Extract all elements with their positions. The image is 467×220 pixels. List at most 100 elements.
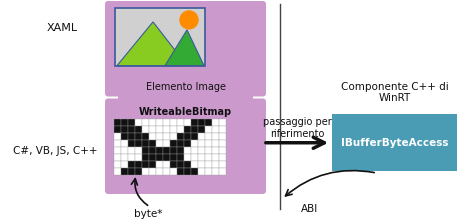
Bar (149, 126, 156, 133)
Bar (205, 154, 212, 161)
Bar (212, 147, 219, 154)
Bar (128, 140, 134, 147)
Bar (142, 119, 149, 126)
Bar (332, 114, 457, 171)
Bar (121, 147, 127, 154)
Bar (191, 140, 198, 147)
Bar (170, 119, 177, 126)
Bar (121, 154, 127, 161)
Bar (205, 147, 212, 154)
Bar (198, 133, 205, 140)
Text: Componente C++ di
WinRT: Componente C++ di WinRT (340, 82, 448, 103)
Bar (156, 154, 163, 161)
Bar (184, 126, 191, 133)
Bar (142, 168, 149, 175)
Bar (135, 147, 142, 154)
Bar (205, 119, 212, 126)
Bar (177, 119, 184, 126)
Bar (121, 168, 127, 175)
Bar (205, 140, 212, 147)
Bar (205, 126, 212, 133)
Text: Elemento Image: Elemento Image (146, 82, 226, 92)
Bar (191, 154, 198, 161)
Text: ABI: ABI (301, 204, 318, 214)
Bar (205, 133, 212, 140)
Bar (121, 140, 127, 147)
Text: byte*: byte* (134, 209, 162, 219)
Bar (128, 161, 134, 168)
Bar (163, 133, 170, 140)
Bar (205, 168, 212, 175)
Bar (198, 119, 205, 126)
Bar (114, 119, 120, 126)
Bar (128, 126, 134, 133)
Bar (135, 119, 142, 126)
Polygon shape (117, 22, 187, 66)
Bar (219, 161, 226, 168)
Bar (163, 126, 170, 133)
Bar (184, 154, 191, 161)
Bar (163, 119, 170, 126)
Bar (163, 161, 170, 168)
Bar (177, 161, 184, 168)
Bar (212, 140, 219, 147)
Bar (184, 168, 191, 175)
Bar (184, 133, 191, 140)
FancyBboxPatch shape (105, 99, 266, 194)
Bar (135, 161, 142, 168)
Bar (212, 133, 219, 140)
Bar (142, 133, 149, 140)
Bar (191, 119, 198, 126)
Text: C#, VB, JS, C++: C#, VB, JS, C++ (13, 146, 97, 156)
Bar (135, 154, 142, 161)
Bar (170, 168, 177, 175)
Bar (156, 133, 163, 140)
Bar (191, 147, 198, 154)
Bar (170, 133, 177, 140)
Bar (198, 126, 205, 133)
Text: WriteableBitmap: WriteableBitmap (139, 107, 232, 117)
Polygon shape (118, 94, 253, 101)
Bar (212, 168, 219, 175)
Bar (212, 119, 219, 126)
Bar (212, 154, 219, 161)
Bar (156, 126, 163, 133)
Bar (177, 133, 184, 140)
Bar (184, 161, 191, 168)
Bar (156, 140, 163, 147)
Bar (121, 161, 127, 168)
Bar (219, 154, 226, 161)
Bar (219, 140, 226, 147)
Bar (198, 140, 205, 147)
Bar (198, 154, 205, 161)
Bar (219, 126, 226, 133)
Bar (191, 161, 198, 168)
Bar (128, 168, 134, 175)
Bar (135, 140, 142, 147)
Bar (149, 133, 156, 140)
Bar (219, 119, 226, 126)
Polygon shape (165, 30, 204, 66)
Bar (142, 147, 149, 154)
Bar (115, 8, 205, 66)
Bar (149, 119, 156, 126)
Bar (177, 147, 184, 154)
Bar (114, 168, 120, 175)
Bar (156, 147, 163, 154)
Bar (163, 168, 170, 175)
Bar (184, 119, 191, 126)
Bar (114, 147, 120, 154)
Bar (191, 133, 198, 140)
Bar (170, 161, 177, 168)
Bar (149, 161, 156, 168)
Bar (219, 147, 226, 154)
Bar (156, 168, 163, 175)
Circle shape (180, 11, 198, 29)
Bar (170, 147, 177, 154)
Bar (170, 154, 177, 161)
Bar (128, 147, 134, 154)
Text: passaggio per
riferimento: passaggio per riferimento (263, 117, 332, 139)
Bar (198, 168, 205, 175)
Bar (198, 147, 205, 154)
Bar (212, 161, 219, 168)
